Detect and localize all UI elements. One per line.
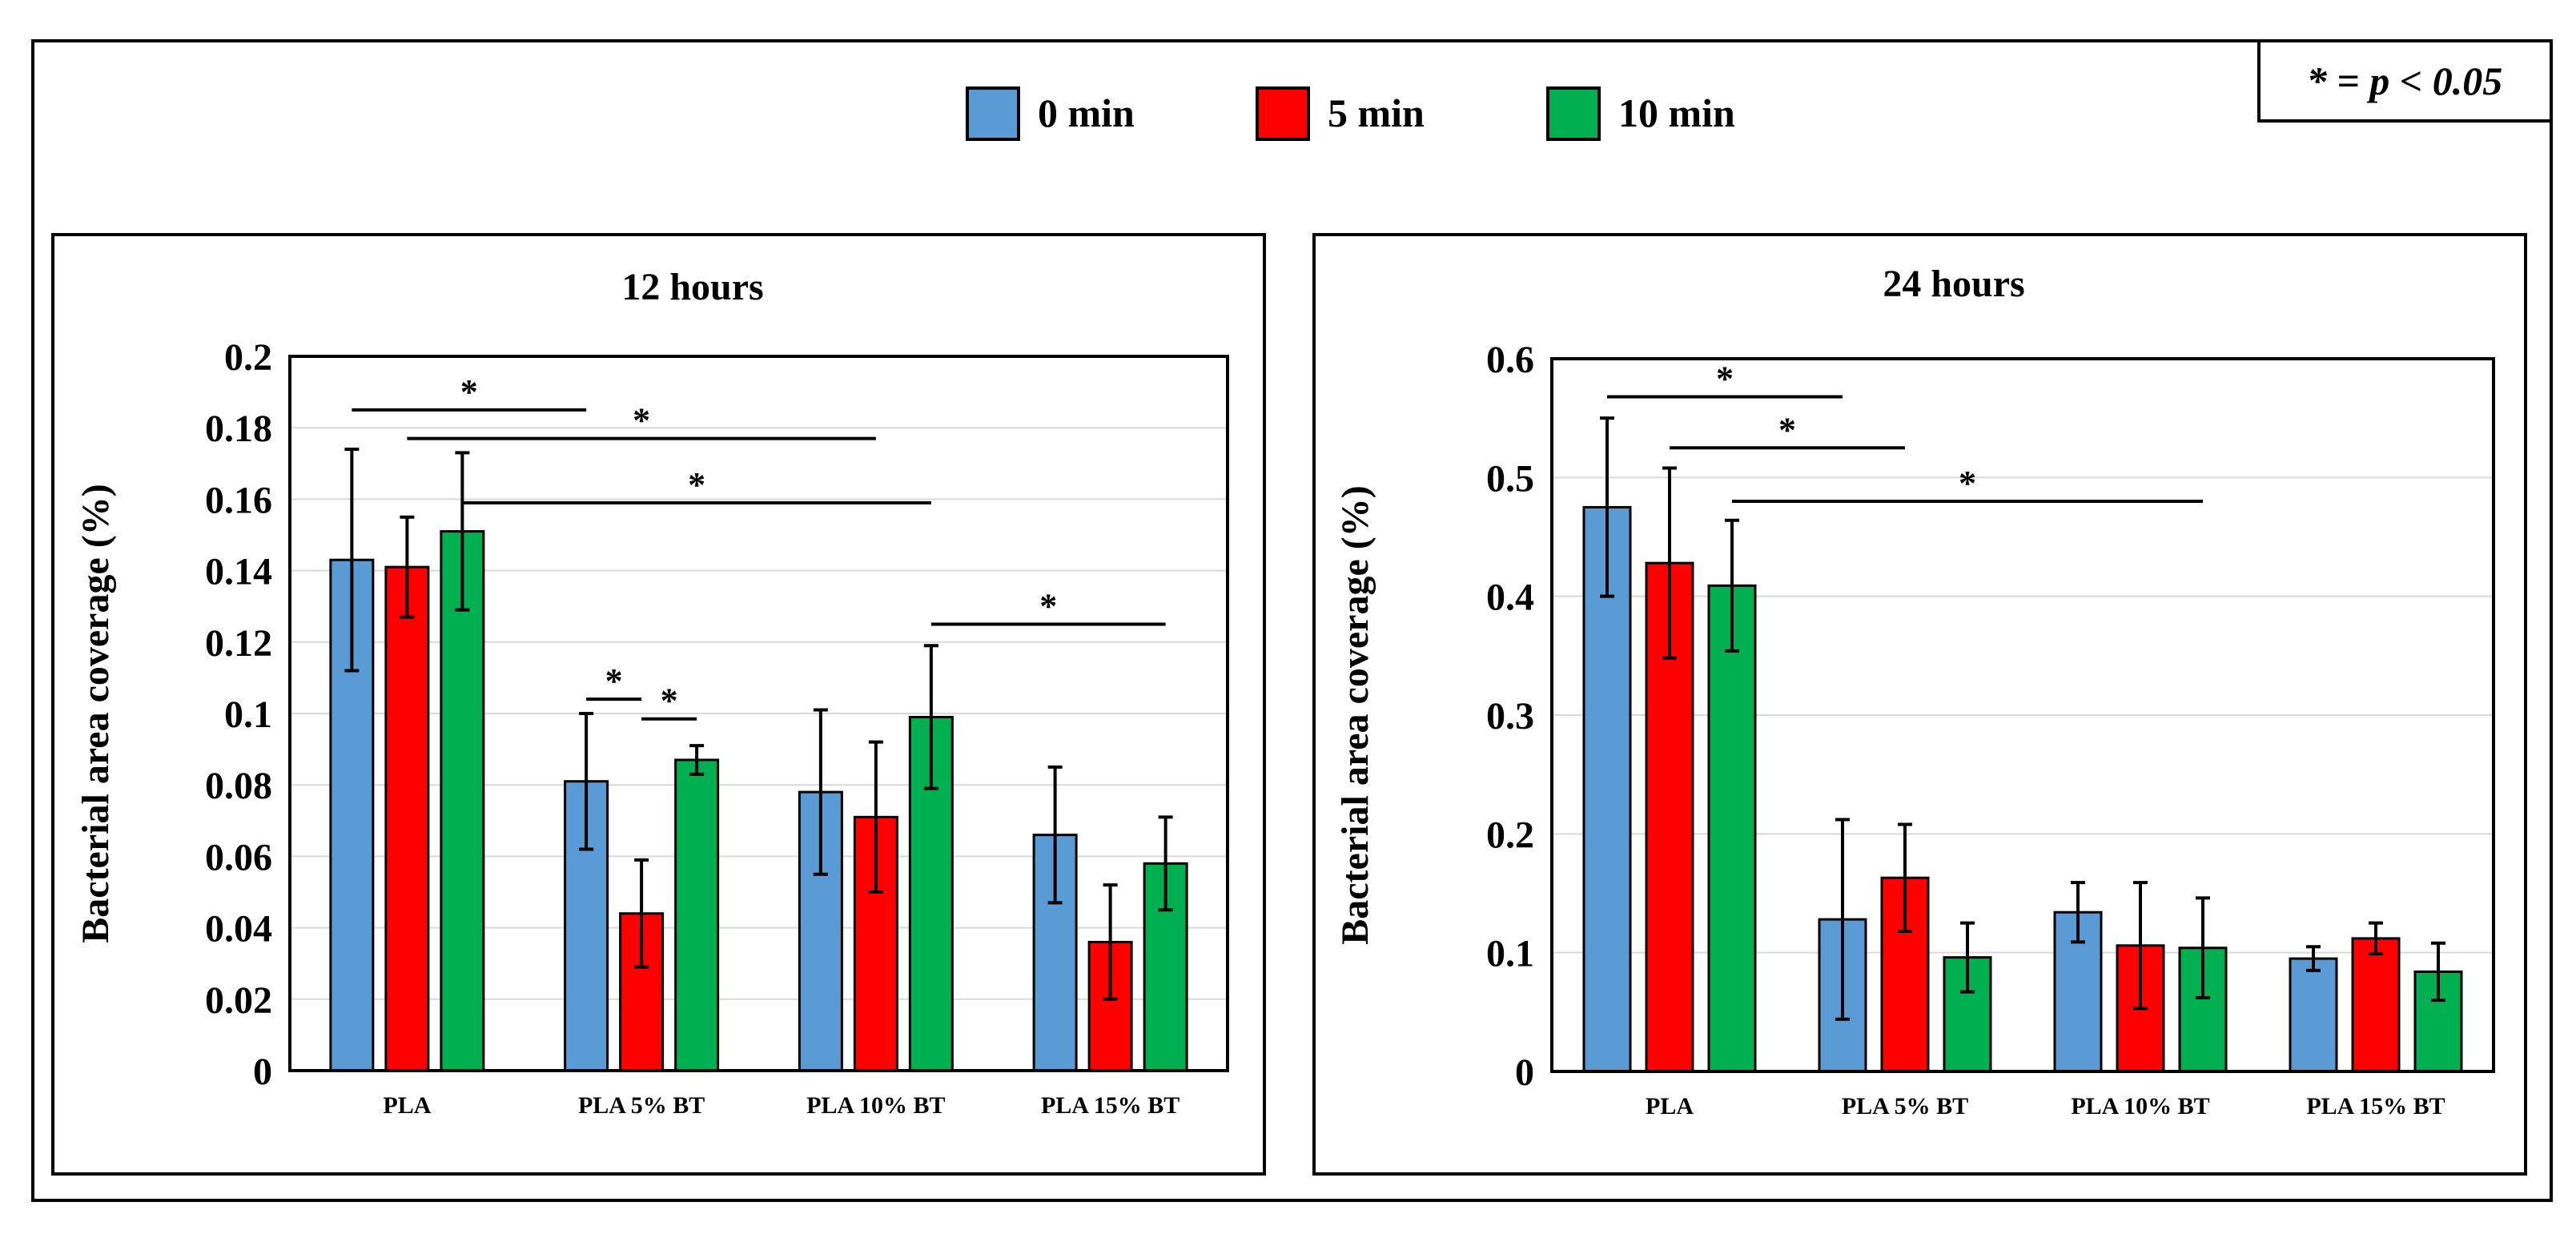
significance-star: * (605, 661, 623, 701)
error-bar (923, 644, 938, 790)
chart-12-hours: 0 0.02 0.04 0.06 0.08 0.1 0.12 0.14 0.16 0.18 0.2 B… (74, 336, 1229, 1119)
y-axis-label: Bacterial area coverage (%) (1334, 485, 1376, 945)
significance-star: * (460, 372, 478, 412)
y-tick-label: 0.08 (205, 765, 272, 807)
x-tick-label: PLA 5% BT (578, 1092, 705, 1119)
bar (674, 758, 720, 1072)
panel-24h-title: 24 hours (1883, 263, 2024, 305)
error-bar (1662, 466, 1677, 660)
y-tick-label: 0.18 (205, 408, 272, 450)
y-tick-label: 0.4 (1486, 577, 1534, 619)
plot-area-frame (288, 355, 1229, 1072)
significance-star: * (633, 401, 650, 440)
significance-note-box (2257, 39, 2553, 123)
error-bar (344, 447, 360, 673)
x-tick-label: PLA 5% BT (1842, 1093, 1968, 1119)
y-tick-label: 0.06 (205, 836, 272, 878)
legend-label-5min: 5 min (1328, 90, 1425, 135)
x-tick-label: PLA 15% BT (1041, 1092, 1179, 1119)
bar (1582, 505, 1632, 1073)
y-tick-label: 0.2 (224, 336, 272, 379)
figure-border (31, 39, 2553, 1202)
error-bar (1835, 818, 1850, 1021)
error-bar (1960, 921, 1975, 994)
y-tick-label: 0.16 (205, 479, 272, 521)
error-bar (579, 712, 594, 851)
y-tick-label: 0.1 (1486, 933, 1534, 975)
error-bar (868, 740, 883, 894)
y-axis-label: Bacterial area coverage (%) (74, 484, 117, 943)
bar (2351, 937, 2401, 1073)
bar (2289, 957, 2338, 1073)
significance-star: * (661, 681, 678, 721)
y-tick-label: 0 (253, 1051, 272, 1093)
panel-12h-title: 12 hours (621, 266, 763, 308)
error-bar (2306, 945, 2321, 972)
bar (384, 565, 430, 1072)
y-tick-label: 0.6 (1486, 339, 1534, 381)
significance-star: * (1778, 410, 1796, 449)
significance-star: * (1039, 587, 1057, 626)
error-bar (2133, 881, 2148, 1011)
y-tick-label: 0.02 (205, 979, 272, 1022)
error-bar (634, 858, 649, 969)
y-tick-label: 0.12 (205, 622, 272, 665)
panel-24h-frame (1312, 233, 2527, 1176)
legend-swatch-0min (966, 86, 1020, 141)
x-tick-label: PLA (1646, 1093, 1694, 1119)
error-bar (1103, 883, 1118, 1001)
error-bar (455, 451, 470, 612)
bar (440, 530, 485, 1072)
legend: 0 min 5 min 10 min (966, 86, 1735, 141)
error-bar (400, 515, 415, 619)
chart-24-hours: 0 0.1 0.2 0.3 0.4 0.5 0.6 Bacterial area covera… (1334, 339, 2495, 1119)
error-bar (1898, 822, 1912, 933)
error-bar (2431, 941, 2445, 1002)
error-bar (1725, 518, 1739, 653)
panel-12h-frame (51, 233, 1266, 1176)
x-tick-label: PLA 15% BT (2306, 1093, 2445, 1119)
significance-star: * (1959, 464, 1976, 503)
error-bar (813, 708, 828, 876)
significance-note: * = p < 0.05 (2307, 58, 2502, 103)
legend-label-0min: 0 min (1038, 90, 1135, 135)
y-tick-label: 0 (1515, 1051, 1534, 1094)
x-tick-label: PLA 10% BT (806, 1092, 945, 1119)
y-tick-label: 0.1 (224, 693, 272, 736)
bar (1707, 584, 1757, 1073)
y-tick-label: 0.5 (1486, 457, 1534, 500)
y-tick-label: 0.14 (205, 551, 272, 593)
significance-star: * (1716, 359, 1734, 398)
plot-area-frame (1550, 357, 2495, 1073)
error-bar (1158, 815, 1173, 912)
x-tick-label: PLA (383, 1092, 431, 1119)
legend-swatch-5min (1256, 86, 1310, 141)
error-bar (689, 744, 705, 776)
legend-swatch-10min (1546, 86, 1601, 141)
error-bar (2196, 896, 2210, 1000)
significance-star: * (688, 465, 705, 504)
error-bar (2071, 881, 2085, 944)
x-tick-label: PLA 10% BT (2071, 1093, 2209, 1119)
error-bar (1600, 416, 1614, 598)
error-bar (2369, 921, 2383, 956)
bar (329, 558, 375, 1072)
error-bar (1047, 765, 1063, 905)
y-tick-label: 0.2 (1486, 814, 1534, 856)
y-tick-label: 0.04 (205, 908, 272, 951)
legend-label-10min: 10 min (1618, 90, 1735, 135)
y-tick-label: 0.3 (1486, 695, 1534, 738)
